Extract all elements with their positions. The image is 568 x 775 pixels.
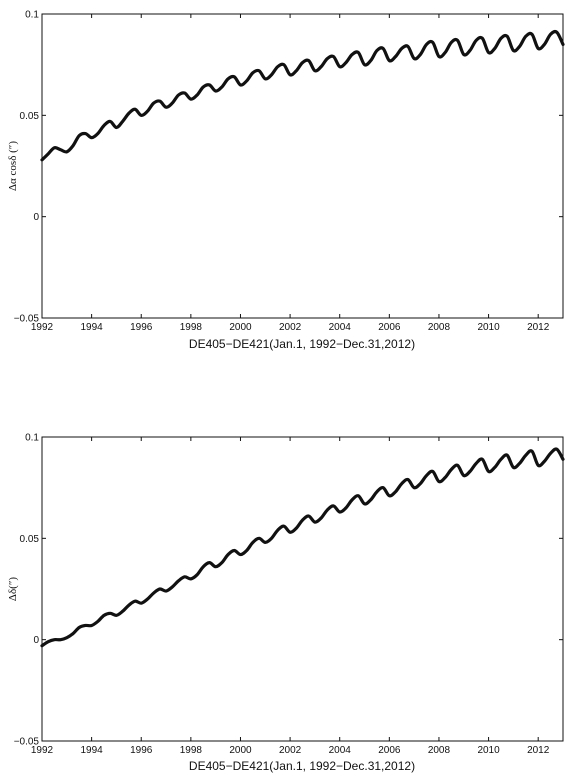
bottom-x-tick-label: 2010 — [477, 745, 500, 756]
top-x-tick-label: 2006 — [378, 322, 401, 333]
top-x-tick-label: 2008 — [428, 322, 451, 333]
top-y-axis-label: Δα cosδ (″) — [7, 141, 19, 191]
top-y-tick-label: 0.05 — [20, 111, 40, 122]
top-x-tick-label: 1994 — [80, 322, 103, 333]
bottom-x-axis-label: DE405−DE421(Jan.1, 1992−Dec.31,2012) — [189, 759, 415, 773]
top-x-tick-label: 1996 — [130, 322, 153, 333]
top-x-tick-label: 2004 — [329, 322, 352, 333]
top-x-ticks: 1992 1994 1996 1998 2000 2002 2004 2006 2008 2010… — [31, 14, 550, 333]
top-x-tick-label: 1998 — [180, 322, 203, 333]
top-series-line — [40, 29, 565, 162]
bottom-x-tick-label: 2002 — [279, 745, 302, 756]
bottom-x-tick-label: 2008 — [428, 745, 451, 756]
bottom-y-axis-label: Δδ(″) — [7, 577, 19, 602]
bottom-x-tick-label: 1998 — [180, 745, 203, 756]
bottom-y-tick-label: 0.05 — [20, 534, 40, 545]
top-y-tick-label: 0 — [33, 212, 39, 223]
bottom-y-tick-label: 0 — [33, 635, 39, 646]
top-y-tick-label: −0.05 — [14, 314, 40, 325]
top-x-tick-label: 2010 — [477, 322, 500, 333]
top-x-tick-label: 1992 — [31, 322, 54, 333]
bottom-y-tick-label: 0.1 — [25, 433, 39, 444]
bottom-x-tick-label: 2004 — [329, 745, 352, 756]
bottom-series-line — [40, 447, 565, 648]
top-plot-frame — [41, 13, 564, 319]
bottom-x-tick-label: 1996 — [130, 745, 153, 756]
bottom-x-tick-label: 1992 — [31, 745, 54, 756]
bottom-x-tick-label: 2006 — [378, 745, 401, 756]
bottom-y-ticks: −0.05 0 0.05 0.1 — [14, 433, 563, 748]
top-y-ticks: −0.05 0 0.05 0.1 — [14, 10, 563, 325]
bottom-chart-panel: 1992 1994 1996 1998 2000 2002 2004 2006 2008 2010… — [7, 433, 565, 773]
top-chart-panel: 1992 1994 1996 1998 2000 2002 2004 2006 2008 2010… — [7, 10, 565, 351]
bottom-x-tick-label: 2000 — [229, 745, 252, 756]
bottom-plot-frame — [41, 436, 564, 742]
top-y-tick-label: 0.1 — [25, 10, 39, 21]
bottom-x-ticks: 1992 1994 1996 1998 2000 2002 2004 2006 2008 2010… — [31, 437, 550, 756]
top-x-tick-label: 2000 — [229, 322, 252, 333]
top-x-axis-label: DE405−DE421(Jan.1, 1992−Dec.31,2012) — [189, 337, 415, 351]
bottom-x-tick-label: 1994 — [80, 745, 103, 756]
bottom-x-tick-label: 2012 — [527, 745, 550, 756]
bottom-y-tick-label: −0.05 — [14, 737, 40, 748]
top-x-tick-label: 2012 — [527, 322, 550, 333]
top-x-tick-label: 2002 — [279, 322, 302, 333]
